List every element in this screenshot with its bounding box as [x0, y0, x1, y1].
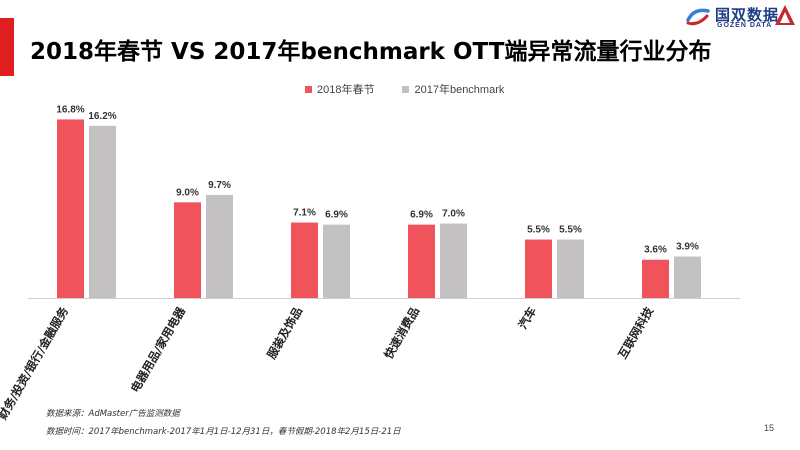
logo-swirl-icon	[684, 5, 712, 29]
data-label-2018-0: 16.8%	[56, 104, 84, 115]
page-number: 15	[764, 423, 775, 433]
logo-subtitle: GOZEN DATA	[717, 22, 773, 29]
header-accent-bar	[0, 18, 14, 76]
logo-name: 国双数据	[715, 6, 780, 24]
bar-2018-5	[642, 259, 669, 298]
legend-label-2018: 2018年春节	[317, 84, 375, 96]
bar-2018-4	[525, 239, 552, 298]
category-label-3: 快速消费品	[381, 305, 422, 363]
data-label-2017-1: 9.7%	[208, 180, 231, 191]
data-label-2017-2: 6.9%	[325, 210, 348, 221]
legend-item-2018: 2018年春节	[305, 81, 374, 97]
bar-2018-3	[408, 224, 435, 298]
category-label-2: 服装及饰品	[264, 305, 305, 362]
legend-item-2017: 2017年benchmark	[402, 81, 504, 97]
legend-swatch-2017	[402, 85, 410, 93]
category-label-0: 财务/投资/银行/金融服务	[0, 304, 71, 423]
company-logo: 国双数据 GOZEN DATA	[684, 4, 796, 32]
footnote-period: 数据时间：2017年benchmark-2017年1月1日-12月31日，春节假…	[46, 427, 401, 437]
legend-label-2017: 2017年benchmark	[414, 84, 505, 96]
category-label-5: 互联网科技	[615, 304, 656, 361]
data-label-2017-5: 3.9%	[676, 242, 699, 253]
bar-2017-1	[206, 194, 233, 298]
data-label-2017-0: 16.2%	[88, 111, 116, 122]
data-label-2017-3: 7.0%	[442, 209, 465, 220]
data-label-2018-4: 5.5%	[527, 225, 550, 236]
category-label-1: 电器用品/家用电器	[128, 304, 188, 395]
bar-2017-0	[89, 125, 116, 299]
data-label-2018-2: 7.1%	[293, 208, 316, 219]
chart-legend: 2018年春节 2017年benchmark	[305, 81, 532, 97]
data-label-2018-3: 6.9%	[410, 210, 433, 221]
bar-2017-4	[557, 239, 584, 298]
category-label-4: 汽车	[515, 304, 539, 331]
legend-swatch-2018	[305, 85, 312, 93]
bar-2017-3	[440, 223, 467, 298]
data-label-2017-4: 5.5%	[559, 225, 582, 236]
data-label-2018-5: 3.6%	[644, 245, 667, 256]
bar-2018-0	[57, 119, 84, 298]
bar-2018-2	[291, 222, 318, 298]
bar-2018-1	[174, 202, 201, 298]
page-title: 2018年春节 VS 2017年benchmark OTT端异常流量行业分布	[30, 39, 712, 65]
bar-2017-2	[323, 224, 350, 298]
footnote-source: 数据来源：AdMaster广告监测数据	[46, 409, 180, 419]
data-label-2018-1: 9.0%	[176, 187, 199, 198]
triangle-icon	[774, 4, 796, 26]
bar-2017-5	[674, 256, 701, 298]
